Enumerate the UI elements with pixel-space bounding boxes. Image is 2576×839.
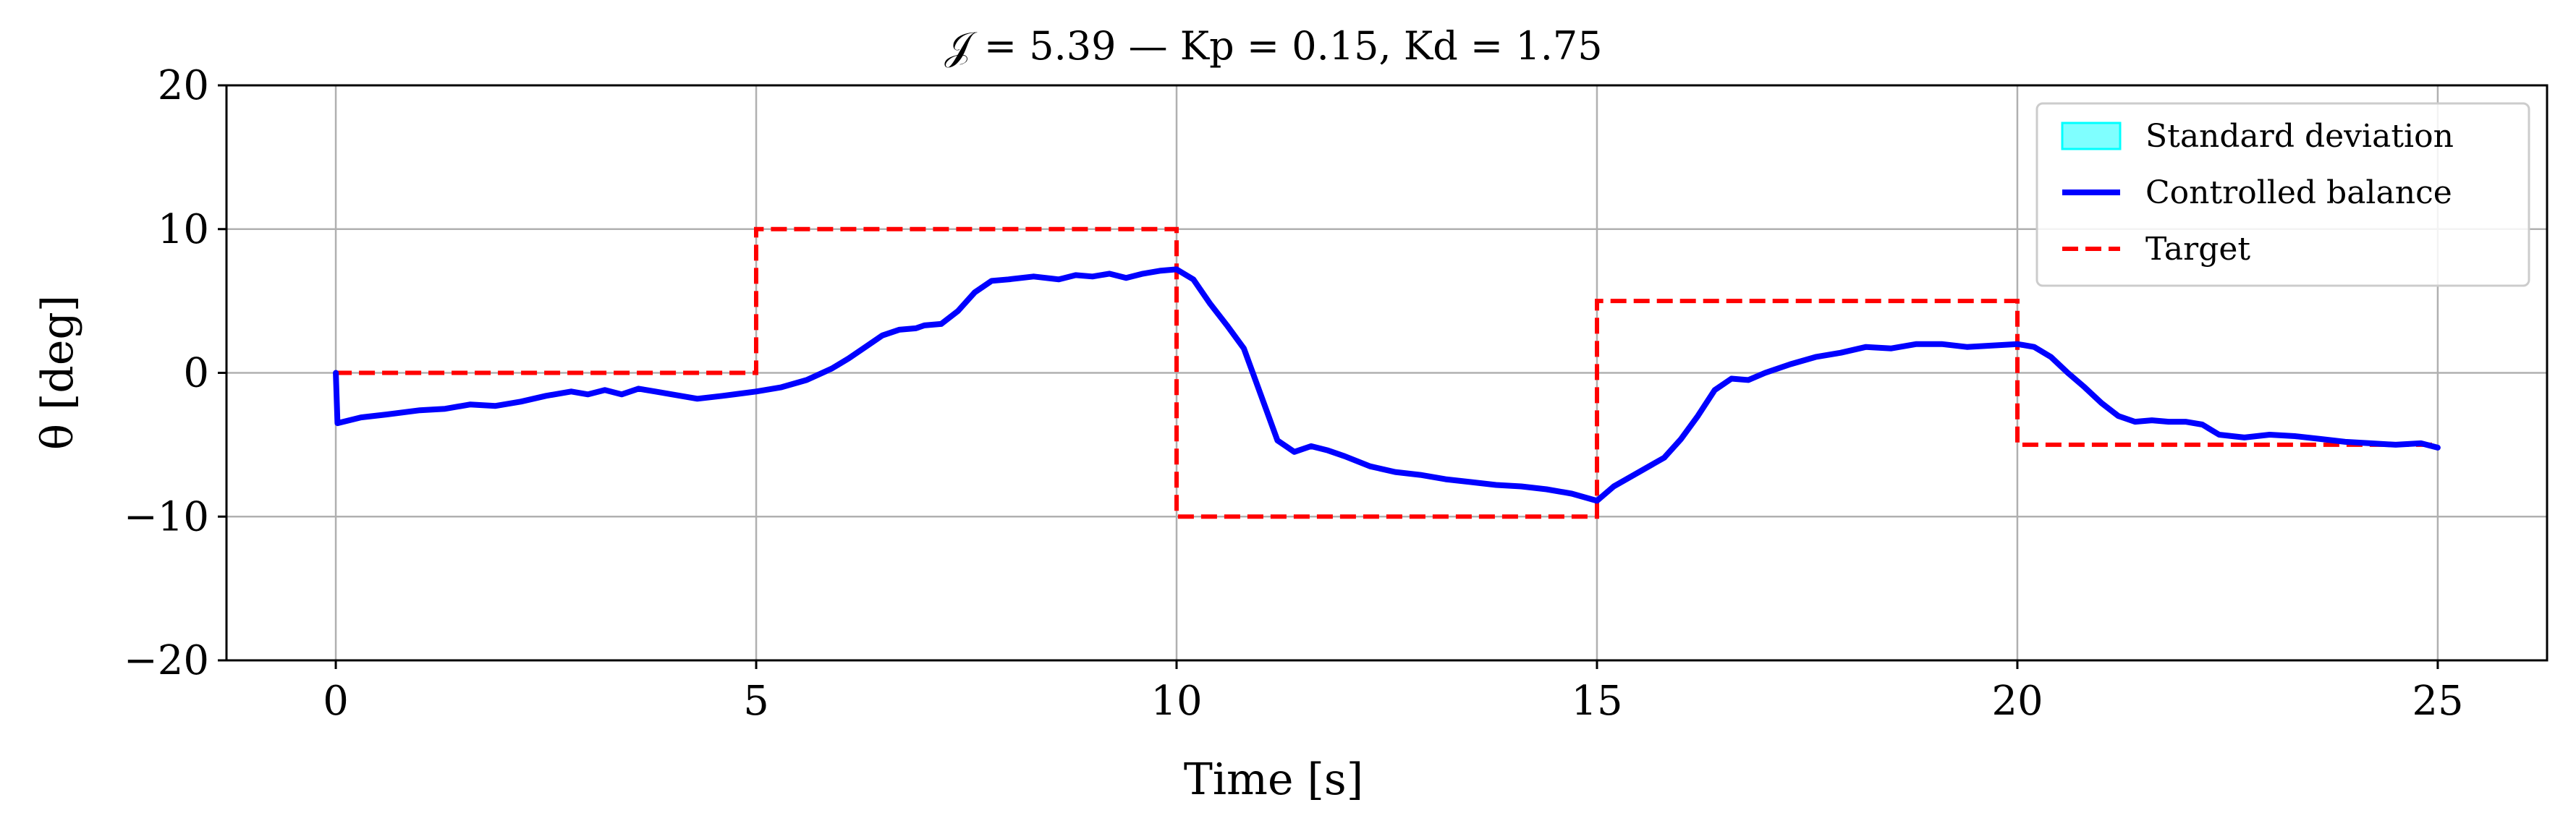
y-tick-label: −20: [124, 637, 209, 684]
x-axis-label: Time [s]: [1184, 754, 1363, 805]
y-axis-label: θ [deg]: [33, 295, 83, 450]
legend-label-standard-deviation: Standard deviation: [2145, 118, 2454, 155]
legend-swatch-standard-deviation: [2061, 122, 2122, 150]
y-tick-label: 10: [158, 206, 209, 253]
target-line: [336, 226, 2438, 519]
chart-title: 𝒥 = 5.39 — Kp = 0.15, Kd = 1.75: [944, 23, 1602, 69]
target-series: [336, 226, 2438, 519]
controlled-balance-line: [333, 266, 2441, 504]
x-tick-label: 0: [323, 678, 349, 725]
tick-layer: 0 5 10 15 20 25 −20 −10 0 10 20: [124, 62, 2464, 725]
y-tick-label: −10: [124, 493, 209, 540]
x-tick-label: 25: [2412, 678, 2463, 725]
y-tick-label: 0: [183, 350, 209, 397]
legend-label-controlled-balance: Controlled balance: [2145, 174, 2452, 211]
x-tick-label: 15: [1571, 678, 1622, 725]
legend-box: [2035, 102, 2530, 287]
x-tick-label: 20: [1991, 678, 2043, 725]
x-tick-label: 10: [1151, 678, 1202, 725]
legend-label-target: Target: [2145, 231, 2250, 268]
x-tick-label: 5: [743, 678, 769, 725]
y-tick-label: 20: [158, 62, 209, 109]
legend: Standard deviation Controlled balance Targ…: [2035, 102, 2530, 287]
controlled-balance-series: [333, 266, 2441, 504]
